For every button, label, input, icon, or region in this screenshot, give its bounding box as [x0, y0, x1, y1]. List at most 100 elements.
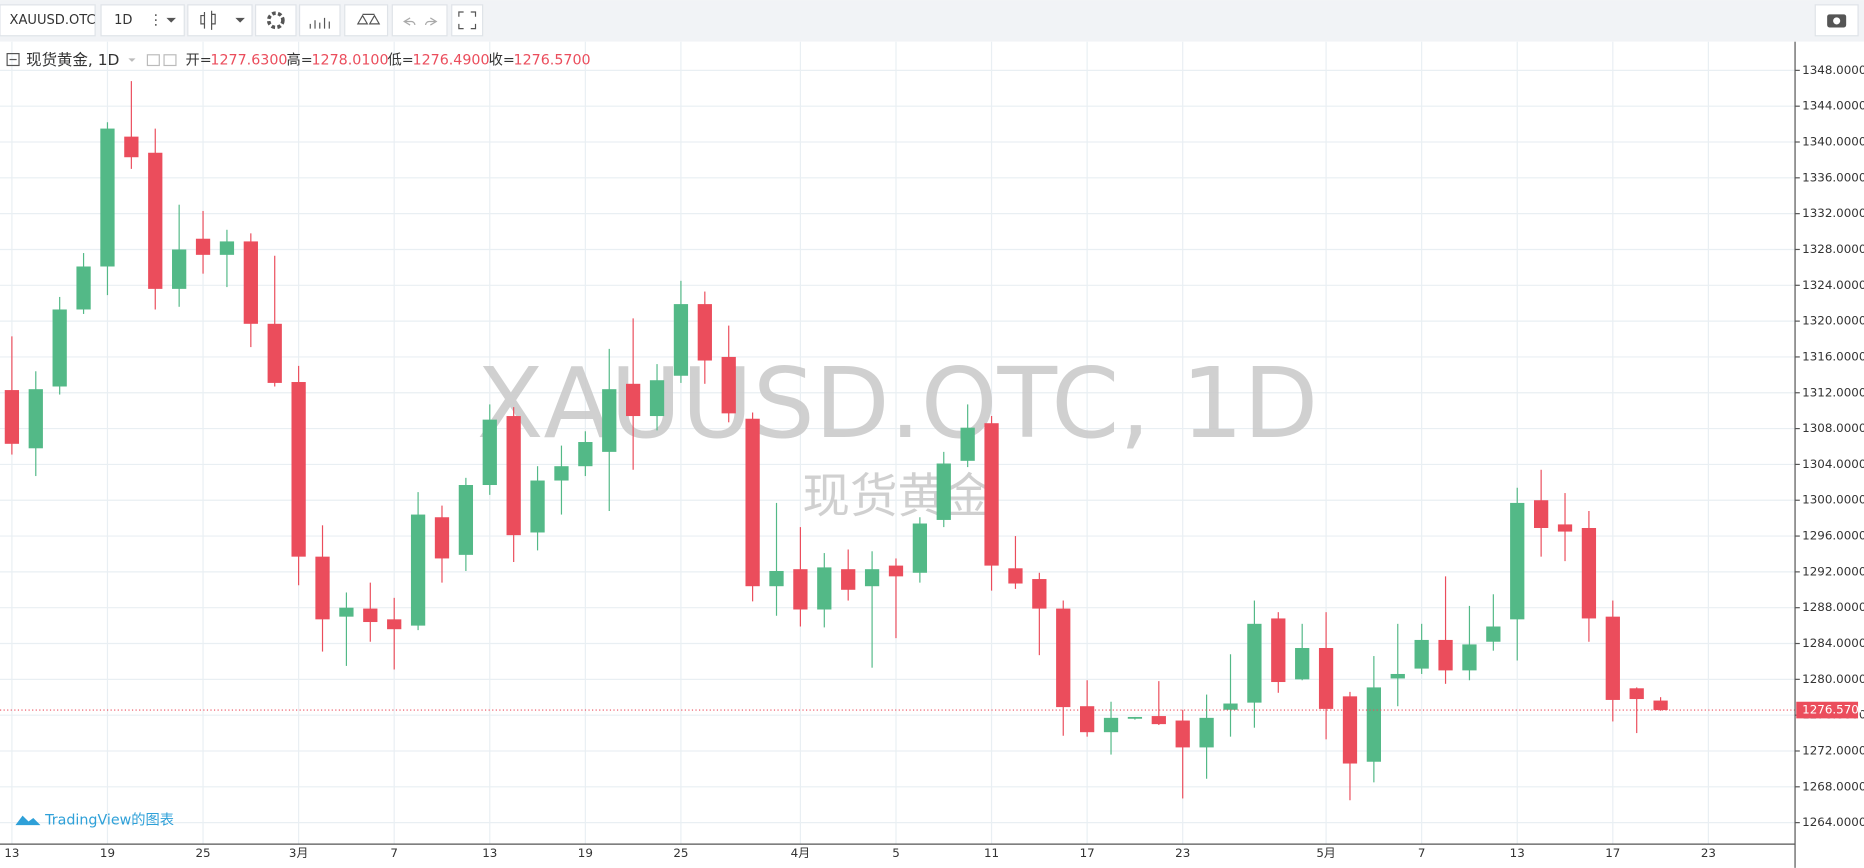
axes: 1264.00001268.00001272.00001276.00001280… [4, 63, 1864, 860]
symbol-button[interactable] [0, 4, 96, 37]
candle-body [888, 565, 904, 577]
x-tick-label: 17 [1605, 846, 1620, 860]
candle-body [1342, 696, 1358, 764]
candle-icon [200, 10, 216, 30]
candle-body [1080, 706, 1095, 733]
y-tick-label: 1316.0000 [1802, 349, 1864, 363]
candle-body [195, 238, 211, 255]
candle-body [434, 517, 450, 559]
candle-body [936, 463, 951, 520]
eye-icon[interactable] [146, 54, 160, 67]
y-tick-label: 1304.0000 [1802, 457, 1864, 471]
x-tick-label: 7 [1418, 846, 1426, 860]
y-tick-label: 1284.0000 [1802, 636, 1864, 650]
candle-body [28, 389, 43, 449]
x-tick-label: 19 [578, 846, 593, 860]
candle-body [1151, 716, 1166, 725]
last-price-label: 1276.5700 [1802, 703, 1864, 717]
x-tick-label: 5 [892, 846, 900, 860]
settings-small-icon[interactable] [163, 54, 177, 67]
y-tick-label: 1292.0000 [1802, 564, 1864, 578]
legend-value: 1276.4900 [413, 53, 490, 69]
candle-body [793, 569, 808, 610]
candle-body [769, 570, 784, 587]
last-price-tag [1796, 701, 1859, 719]
candle-body [697, 304, 712, 361]
y-tick-label: 1328.0000 [1802, 242, 1864, 256]
candle-body [1318, 647, 1334, 709]
candle-body [1462, 644, 1477, 671]
candle-body [100, 128, 115, 267]
candle-body [1247, 623, 1262, 703]
dropdown-icon [235, 17, 245, 23]
collapse-icon[interactable] [6, 52, 20, 67]
legend-value: 1277.6300 [210, 53, 287, 69]
candle-body [243, 241, 258, 324]
branding: TradingView的图表 [44, 811, 174, 828]
y-tick-label: 1268.0000 [1802, 779, 1864, 793]
y-tick-label: 1280.0000 [1802, 672, 1864, 686]
candle-body [387, 619, 402, 630]
y-tick-label: 1264.0000 [1802, 815, 1864, 829]
indicators-icon [309, 17, 330, 29]
legend-value: 1278.0100 [311, 53, 388, 69]
candle-body [1486, 626, 1501, 642]
dropdown-icon [128, 58, 136, 62]
candle-body [602, 389, 617, 452]
x-tick-label: 3月 [289, 846, 308, 860]
tradingview-logo [15, 815, 41, 826]
y-tick-label: 1272.0000 [1802, 743, 1864, 757]
series-title: 现货黄金, 1D [26, 51, 119, 69]
x-tick-label: 13 [4, 846, 19, 860]
candle-body [1199, 717, 1214, 748]
compare-button[interactable] [344, 4, 389, 37]
x-tick-label: 25 [673, 846, 688, 860]
camera-lens [1833, 17, 1841, 25]
candle-body [721, 356, 736, 414]
candle-body [1581, 527, 1597, 619]
candle-body [291, 382, 306, 557]
x-tick-label: 17 [1080, 846, 1095, 860]
x-tick-label: 13 [482, 846, 497, 860]
y-tick-label: 1296.0000 [1802, 529, 1864, 543]
y-tick-label: 1324.0000 [1802, 278, 1864, 292]
candle-body [649, 380, 665, 417]
candle-body [1056, 608, 1071, 708]
candle-body [410, 514, 426, 626]
candle-body [267, 323, 282, 383]
candle-body [506, 416, 521, 536]
candle-body [530, 480, 545, 533]
legend-label: 收= [489, 52, 515, 69]
watermark-name: 现货黄金 [802, 469, 992, 524]
candle-body [1271, 618, 1286, 683]
symbol: XAUUSD.OTC [10, 13, 96, 28]
compare-icon [356, 13, 381, 25]
candle-body [864, 569, 880, 587]
y-tick-label: 1320.0000 [1802, 314, 1864, 328]
fullscreen-button[interactable] [451, 4, 484, 37]
y-tick-label: 1340.0000 [1802, 135, 1864, 149]
settings-button[interactable] [254, 4, 297, 37]
dropdown-icon [166, 17, 176, 23]
x-tick-label: 19 [100, 846, 115, 860]
undo-redo-button[interactable] [391, 4, 448, 37]
candle-body [673, 304, 689, 376]
y-tick-label: 1348.0000 [1802, 63, 1864, 77]
candle-body [1223, 703, 1238, 710]
candle-body [1008, 568, 1023, 584]
indicators-button[interactable] [298, 4, 341, 37]
candle-body [578, 442, 593, 467]
candle-body [315, 556, 330, 620]
legend-label: 低= [388, 52, 414, 69]
legend-value: 1276.5700 [514, 53, 591, 69]
candle-body [1390, 673, 1405, 679]
candle-body [1605, 616, 1620, 700]
candle-body [817, 567, 832, 610]
x-tick-label: 25 [195, 846, 210, 860]
legend-label: 开= [185, 53, 211, 69]
y-tick-label: 1288.0000 [1802, 600, 1864, 614]
candle-body [912, 523, 928, 573]
fullscreen-icon [458, 11, 477, 30]
